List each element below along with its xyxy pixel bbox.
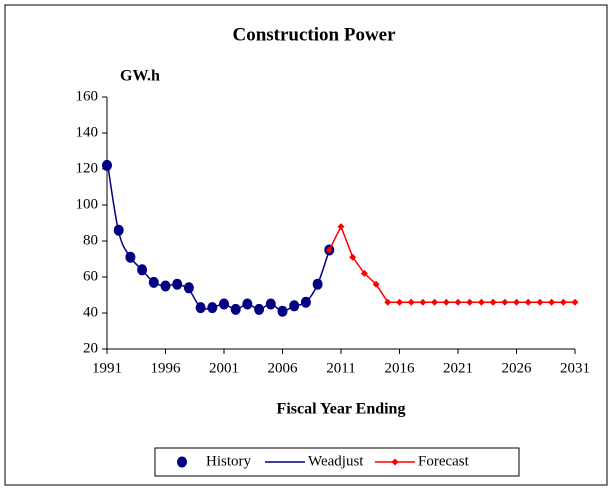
x-tick-label: 2006 [268, 360, 299, 376]
point [183, 282, 194, 294]
point [337, 223, 345, 231]
point [312, 278, 323, 290]
point [360, 269, 368, 277]
chart-border [4, 4, 608, 486]
legend-marker [177, 456, 187, 468]
y-tick-label: 100 [76, 196, 99, 212]
point [513, 298, 520, 306]
point [536, 298, 544, 306]
x-axis-label: Fiscal Year Ending [277, 401, 406, 418]
x-tick-label: 2021 [443, 360, 473, 376]
x-tick-label: 2031 [560, 360, 590, 376]
point [571, 298, 579, 306]
y-axis-label: GW.h [120, 68, 160, 85]
point [102, 159, 112, 171]
point [454, 298, 462, 306]
x-tick-label: 2001 [209, 360, 239, 376]
point [289, 300, 300, 312]
y-tick-label: 120 [76, 160, 99, 176]
point [265, 298, 276, 310]
point [431, 298, 439, 306]
point [125, 251, 136, 263]
legend-label: Forecast [418, 453, 470, 469]
point [254, 303, 265, 315]
x-tick-label: 1996 [151, 360, 182, 376]
x-tick-label: 1991 [92, 360, 122, 376]
legend-box [154, 447, 520, 477]
point [372, 280, 380, 288]
point [384, 298, 392, 306]
point [160, 280, 171, 292]
point [419, 298, 427, 306]
point [207, 302, 218, 314]
legend-label: History [206, 453, 252, 469]
point [242, 298, 253, 310]
point [300, 296, 311, 308]
point [501, 298, 509, 306]
point [137, 264, 148, 276]
y-tick-label: 80 [83, 232, 98, 248]
point [396, 298, 403, 306]
y-tick-label: 140 [76, 124, 99, 140]
point [219, 298, 229, 310]
point [466, 298, 474, 306]
x-tick-label: 2026 [502, 360, 533, 376]
y-tick-label: 160 [76, 88, 99, 104]
x-tick-label: 2011 [326, 360, 355, 376]
y-tick-label: 60 [83, 268, 98, 284]
point [524, 298, 532, 306]
point [548, 298, 556, 306]
point [477, 298, 485, 306]
x-tick-label: 2016 [385, 360, 416, 376]
point [148, 276, 159, 288]
point [559, 298, 567, 306]
legend-marker [391, 458, 399, 466]
point [407, 298, 415, 306]
y-tick-label: 40 [83, 304, 98, 320]
point [277, 305, 288, 317]
chart-title: Construction Power [232, 24, 396, 45]
legend-label: Weadjust [308, 453, 364, 469]
point [349, 253, 357, 261]
point [195, 302, 206, 314]
point [172, 278, 183, 290]
point [230, 303, 241, 315]
y-tick-label: 20 [83, 340, 98, 356]
point [325, 246, 333, 254]
point [489, 298, 497, 306]
point [442, 298, 450, 306]
point [113, 224, 124, 236]
line [328, 224, 575, 303]
